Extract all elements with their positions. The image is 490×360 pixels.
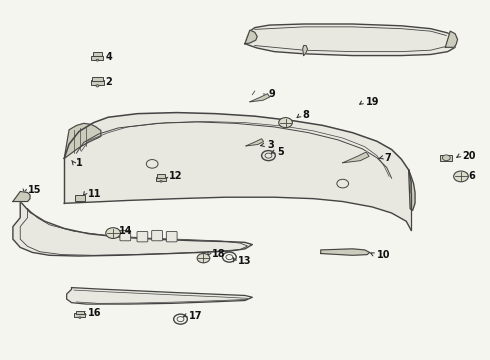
- Text: 1: 1: [76, 158, 83, 168]
- FancyBboxPatch shape: [166, 231, 177, 242]
- Polygon shape: [321, 249, 369, 255]
- Circle shape: [197, 253, 210, 263]
- Text: 20: 20: [463, 150, 476, 161]
- Circle shape: [454, 171, 468, 182]
- Text: 16: 16: [88, 309, 101, 318]
- Text: 14: 14: [119, 226, 132, 236]
- FancyBboxPatch shape: [92, 77, 102, 81]
- Polygon shape: [409, 170, 415, 211]
- Polygon shape: [64, 123, 101, 158]
- Polygon shape: [64, 113, 411, 230]
- Text: 19: 19: [366, 97, 380, 107]
- Text: 5: 5: [277, 147, 284, 157]
- Text: 3: 3: [267, 140, 274, 150]
- Polygon shape: [445, 31, 458, 47]
- Circle shape: [79, 317, 81, 318]
- Text: 2: 2: [106, 77, 113, 87]
- Text: 15: 15: [27, 185, 41, 195]
- Circle shape: [96, 59, 98, 61]
- FancyBboxPatch shape: [120, 230, 131, 241]
- FancyBboxPatch shape: [156, 177, 166, 181]
- Text: 11: 11: [88, 189, 101, 199]
- Text: 18: 18: [212, 248, 225, 258]
- Circle shape: [96, 85, 99, 87]
- FancyBboxPatch shape: [137, 231, 148, 242]
- Polygon shape: [13, 192, 30, 202]
- Text: 6: 6: [469, 171, 475, 181]
- FancyBboxPatch shape: [75, 311, 84, 314]
- Polygon shape: [303, 45, 308, 55]
- Polygon shape: [13, 202, 252, 256]
- Polygon shape: [245, 24, 455, 55]
- Text: 13: 13: [238, 256, 251, 266]
- Text: 8: 8: [303, 111, 310, 121]
- Bar: [75, 195, 85, 201]
- Text: 10: 10: [377, 249, 391, 260]
- FancyBboxPatch shape: [152, 230, 162, 241]
- Circle shape: [442, 155, 450, 161]
- Circle shape: [160, 181, 162, 182]
- Circle shape: [106, 228, 121, 238]
- FancyBboxPatch shape: [157, 175, 165, 178]
- Text: 12: 12: [169, 171, 183, 181]
- FancyBboxPatch shape: [74, 314, 85, 318]
- Bar: [440, 154, 452, 161]
- Polygon shape: [67, 288, 252, 304]
- Polygon shape: [250, 94, 270, 102]
- Text: 4: 4: [106, 52, 113, 62]
- Polygon shape: [343, 152, 369, 163]
- Circle shape: [279, 118, 293, 128]
- Text: 9: 9: [269, 89, 275, 99]
- FancyBboxPatch shape: [93, 53, 102, 56]
- FancyBboxPatch shape: [92, 55, 103, 60]
- Text: 7: 7: [384, 153, 391, 163]
- Polygon shape: [245, 30, 257, 44]
- Text: 17: 17: [189, 311, 202, 320]
- FancyBboxPatch shape: [91, 80, 104, 85]
- Polygon shape: [246, 139, 264, 146]
